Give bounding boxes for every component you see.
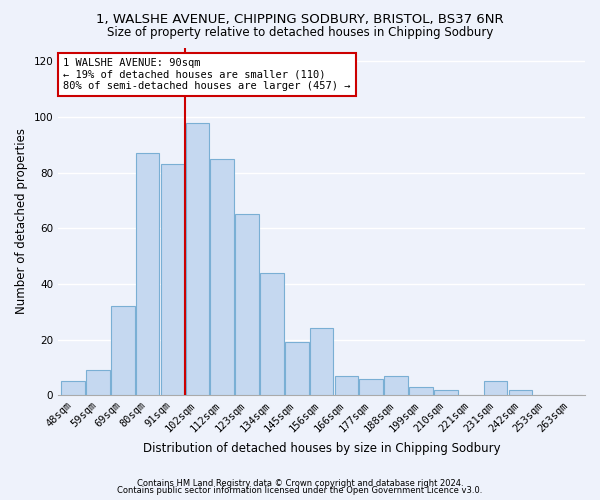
- Bar: [111, 306, 134, 395]
- Y-axis label: Number of detached properties: Number of detached properties: [15, 128, 28, 314]
- Bar: [185, 122, 209, 395]
- Text: 1, WALSHE AVENUE, CHIPPING SODBURY, BRISTOL, BS37 6NR: 1, WALSHE AVENUE, CHIPPING SODBURY, BRIS…: [96, 12, 504, 26]
- Bar: [409, 387, 433, 395]
- Bar: [434, 390, 458, 395]
- Bar: [86, 370, 110, 395]
- Text: 1 WALSHE AVENUE: 90sqm
← 19% of detached houses are smaller (110)
80% of semi-de: 1 WALSHE AVENUE: 90sqm ← 19% of detached…: [64, 58, 351, 91]
- Bar: [235, 214, 259, 395]
- Bar: [161, 164, 184, 395]
- Bar: [211, 159, 234, 395]
- Bar: [359, 378, 383, 395]
- Bar: [484, 382, 508, 395]
- Text: Size of property relative to detached houses in Chipping Sodbury: Size of property relative to detached ho…: [107, 26, 493, 39]
- Bar: [385, 376, 408, 395]
- Bar: [136, 153, 160, 395]
- Bar: [335, 376, 358, 395]
- X-axis label: Distribution of detached houses by size in Chipping Sodbury: Distribution of detached houses by size …: [143, 442, 500, 455]
- Bar: [509, 390, 532, 395]
- Text: Contains public sector information licensed under the Open Government Licence v3: Contains public sector information licen…: [118, 486, 482, 495]
- Bar: [61, 382, 85, 395]
- Bar: [260, 273, 284, 395]
- Bar: [310, 328, 334, 395]
- Bar: [285, 342, 308, 395]
- Text: Contains HM Land Registry data © Crown copyright and database right 2024.: Contains HM Land Registry data © Crown c…: [137, 478, 463, 488]
